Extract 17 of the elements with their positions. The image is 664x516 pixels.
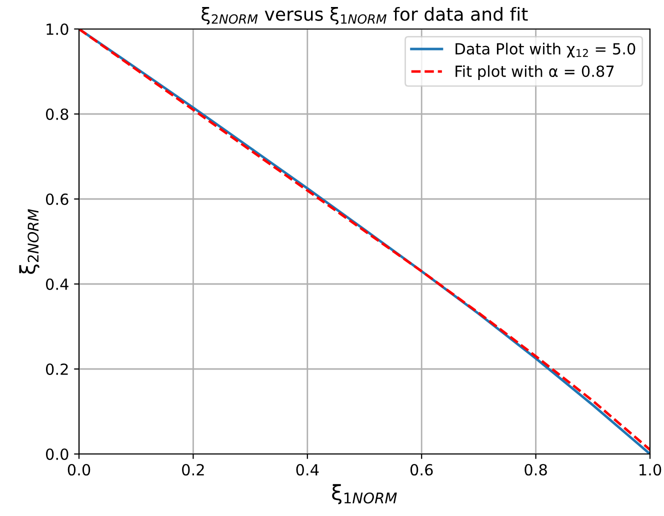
- x-tick-label: 0.0: [68, 464, 90, 476]
- x-tick-label: 0.2: [182, 464, 204, 476]
- y-axis-title: ξ$_{2NORM}$: [19, 209, 40, 274]
- x-tick-label: 1.0: [640, 464, 662, 476]
- x-tick-label: 0.6: [410, 464, 433, 476]
- chart-title: ξ$_{2NORM}$ versus ξ$_{1NORM}$ for data and fit: [202, 6, 528, 24]
- y-tick-label: 0.2: [46, 363, 68, 376]
- y-tick-label: 1.0: [46, 23, 68, 36]
- y-tick-label: 0.8: [46, 108, 68, 120]
- x-axis-title: ξ$_{1NORM}$: [332, 484, 397, 504]
- x-tick-label: 0.8: [524, 464, 547, 476]
- x-tick-label: 0.4: [296, 464, 319, 476]
- legend-label: Fit plot with α = 0.87: [456, 65, 614, 80]
- y-tick-label: 0.0: [46, 448, 68, 460]
- y-tick-label: 0.6: [46, 193, 68, 206]
- legend-label: Data Plot with χ$_{12}$ = 5.0: [456, 42, 636, 58]
- y-tick-label: 0.4: [46, 278, 68, 290]
